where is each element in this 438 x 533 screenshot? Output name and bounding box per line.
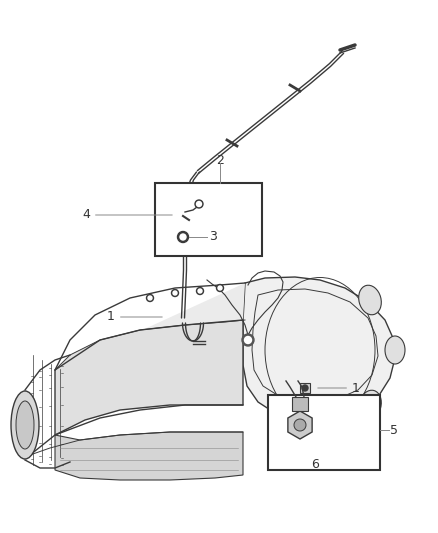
Circle shape <box>218 286 222 290</box>
Circle shape <box>195 200 203 208</box>
Text: 1: 1 <box>107 311 162 324</box>
Ellipse shape <box>385 336 405 364</box>
Ellipse shape <box>11 391 39 459</box>
Bar <box>268 395 380 470</box>
Bar <box>300 383 310 393</box>
Circle shape <box>242 334 254 346</box>
Circle shape <box>197 287 204 295</box>
Text: 6: 6 <box>311 458 319 472</box>
Text: 3: 3 <box>209 230 217 244</box>
Circle shape <box>244 336 251 343</box>
Circle shape <box>180 234 186 240</box>
Circle shape <box>177 231 188 243</box>
Circle shape <box>172 289 179 296</box>
Polygon shape <box>288 411 312 439</box>
Ellipse shape <box>16 401 34 449</box>
Polygon shape <box>292 397 308 411</box>
Circle shape <box>198 289 202 293</box>
Text: 4: 4 <box>82 208 172 222</box>
Circle shape <box>173 291 177 295</box>
Text: 5: 5 <box>390 424 398 437</box>
Ellipse shape <box>359 285 381 315</box>
Circle shape <box>146 295 153 302</box>
Polygon shape <box>55 320 243 435</box>
Bar <box>155 183 262 256</box>
Text: 1: 1 <box>318 382 360 394</box>
Circle shape <box>294 419 306 431</box>
Circle shape <box>148 296 152 300</box>
Polygon shape <box>243 277 395 422</box>
Ellipse shape <box>359 390 381 420</box>
Circle shape <box>197 201 201 206</box>
Polygon shape <box>55 283 245 370</box>
Circle shape <box>216 285 223 292</box>
Text: 2: 2 <box>216 154 224 166</box>
Circle shape <box>302 385 308 391</box>
Polygon shape <box>55 432 243 480</box>
